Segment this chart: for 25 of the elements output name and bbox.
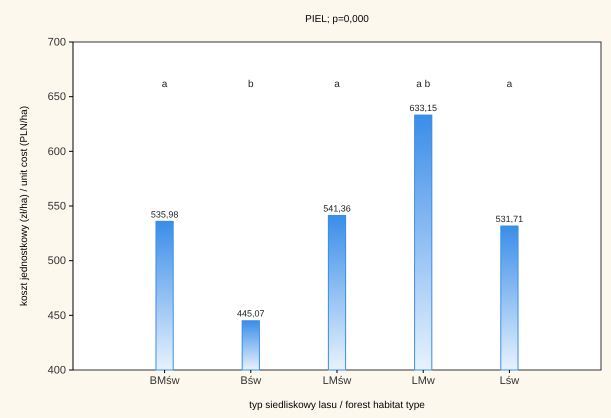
data-label: 541,36 — [323, 203, 351, 214]
y-tick-label: 550 — [48, 200, 66, 213]
annotation: b — [248, 79, 254, 90]
data-label: 445,07 — [237, 308, 265, 319]
x-axis-title: typ siedliskowy lasu / forest habitat type — [249, 400, 426, 411]
annotation: a — [334, 79, 340, 90]
y-axis-title: koszt jednostkowy (zł/ha) / unit cost (PLN/ha) — [19, 106, 30, 306]
y-tick-label: 650 — [48, 91, 66, 104]
x-tick-label: Lśw — [500, 374, 520, 387]
data-label: 633,15 — [409, 103, 437, 114]
annotation: a b — [416, 79, 431, 90]
annotation: a — [162, 79, 168, 90]
y-tick-label: 600 — [48, 146, 66, 158]
chart-title: PIEL; p=0,000 — [305, 14, 370, 25]
y-tick-label: 500 — [48, 255, 66, 268]
data-label: 531,71 — [496, 214, 524, 224]
y-tick-label: 400 — [48, 364, 66, 377]
x-tick-label: LMśw — [322, 374, 352, 387]
x-tick-label: LMw — [412, 374, 435, 387]
y-tick-label: 450 — [48, 310, 66, 322]
x-tick-label: Bśw — [240, 374, 262, 387]
x-tick-label: BMśw — [150, 374, 180, 387]
data-label: 535,98 — [150, 209, 178, 220]
y-tick-label: 700 — [48, 36, 66, 49]
annotation: a — [506, 79, 513, 90]
